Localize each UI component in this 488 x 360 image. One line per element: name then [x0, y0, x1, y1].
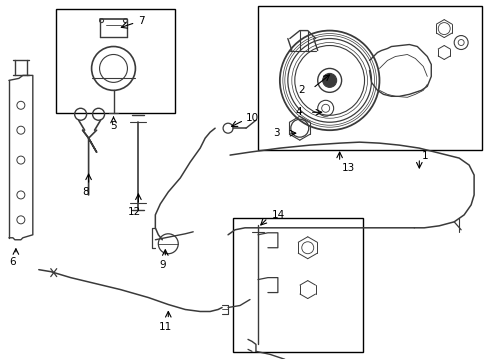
Bar	[56, 9, 175, 113]
Text: 9: 9	[159, 260, 165, 270]
Bar	[258, 6, 481, 150]
Text: 12: 12	[127, 207, 141, 217]
Text: 10: 10	[245, 113, 259, 123]
Text: 4: 4	[295, 107, 301, 117]
Text: 11: 11	[159, 323, 172, 332]
Text: 14: 14	[271, 210, 285, 220]
Circle shape	[322, 73, 336, 87]
Text: 6: 6	[10, 257, 16, 267]
Bar	[233, 218, 362, 352]
Text: 5: 5	[110, 121, 117, 131]
Text: 1: 1	[421, 151, 427, 161]
Text: 13: 13	[341, 163, 354, 173]
Text: 8: 8	[82, 187, 89, 197]
Text: 2: 2	[298, 85, 304, 95]
Text: 3: 3	[273, 128, 279, 138]
Text: 7: 7	[138, 15, 145, 26]
